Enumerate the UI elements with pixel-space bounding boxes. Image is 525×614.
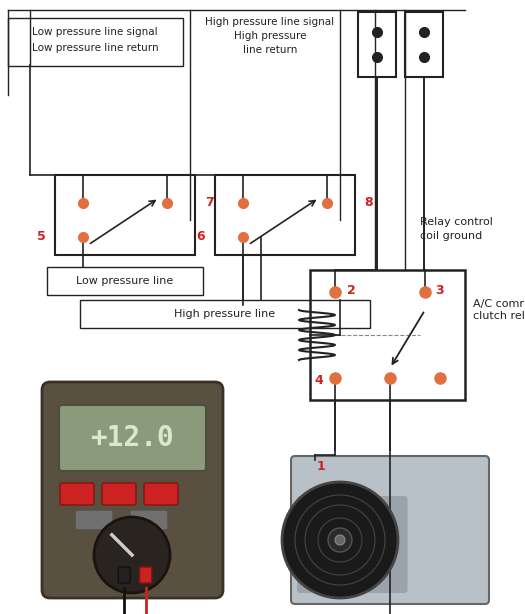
Text: Low pressure line signal: Low pressure line signal xyxy=(32,27,158,37)
Circle shape xyxy=(282,482,398,598)
FancyBboxPatch shape xyxy=(130,510,168,530)
Text: coil ground: coil ground xyxy=(420,231,482,241)
Circle shape xyxy=(94,517,170,593)
Text: Low pressure line return: Low pressure line return xyxy=(32,43,159,53)
Bar xyxy=(215,175,355,255)
FancyBboxPatch shape xyxy=(297,496,407,593)
Bar xyxy=(8,18,183,66)
FancyBboxPatch shape xyxy=(59,405,206,471)
Text: 7: 7 xyxy=(205,196,213,209)
Text: 3: 3 xyxy=(435,284,443,297)
Text: Low pressure line: Low pressure line xyxy=(76,276,174,286)
FancyBboxPatch shape xyxy=(75,510,113,530)
Text: High pressure: High pressure xyxy=(234,31,306,41)
FancyBboxPatch shape xyxy=(42,382,223,598)
FancyBboxPatch shape xyxy=(144,483,178,505)
Bar xyxy=(310,270,465,400)
Text: +12.0: +12.0 xyxy=(90,424,174,452)
Text: line return: line return xyxy=(243,45,297,55)
Circle shape xyxy=(328,528,352,552)
Text: 4: 4 xyxy=(314,373,323,386)
Bar xyxy=(405,12,443,77)
FancyBboxPatch shape xyxy=(60,483,94,505)
FancyBboxPatch shape xyxy=(102,483,136,505)
Text: 5: 5 xyxy=(37,230,45,244)
FancyBboxPatch shape xyxy=(140,567,152,583)
Text: A/C comrpessor
clutch relay: A/C comrpessor clutch relay xyxy=(473,299,525,321)
FancyBboxPatch shape xyxy=(118,567,130,583)
Text: 1: 1 xyxy=(317,460,326,473)
FancyBboxPatch shape xyxy=(291,456,489,604)
Circle shape xyxy=(335,535,345,545)
Text: 8: 8 xyxy=(365,196,373,209)
Bar xyxy=(47,267,203,295)
Text: 6: 6 xyxy=(197,230,205,244)
Text: High pressure line signal: High pressure line signal xyxy=(205,17,334,27)
Text: Relay control: Relay control xyxy=(420,217,493,227)
Text: High pressure line: High pressure line xyxy=(174,309,276,319)
Bar xyxy=(80,300,370,328)
Bar xyxy=(55,175,195,255)
Text: 2: 2 xyxy=(346,284,355,297)
Bar xyxy=(358,12,396,77)
